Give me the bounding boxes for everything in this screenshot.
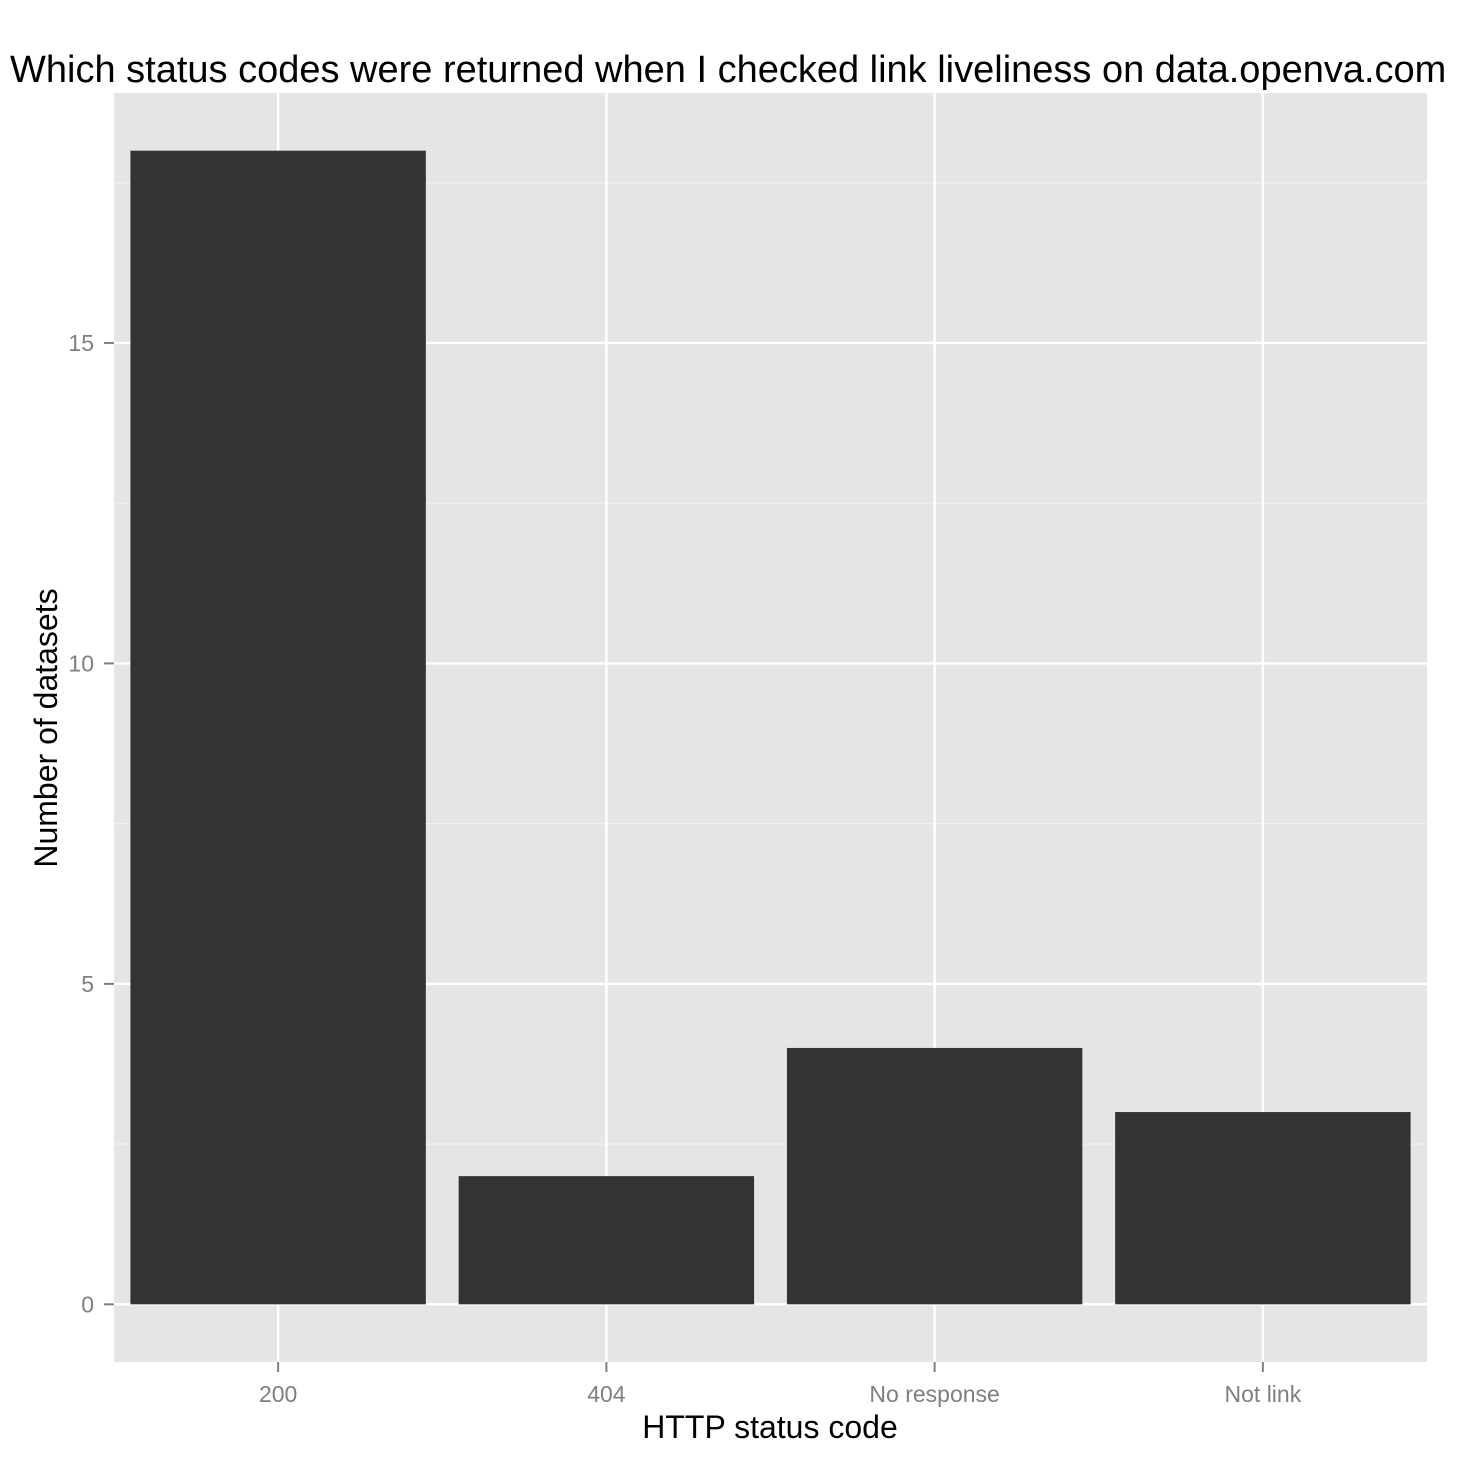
y-axis-title: Number of datasets	[28, 588, 64, 867]
bars	[130, 150, 1411, 1305]
y-tick-label: 15	[68, 330, 94, 356]
x-tick-label: 404	[587, 1381, 626, 1407]
chart-title: Which status codes were returned when I …	[10, 49, 1446, 91]
y-tick-label: 10	[68, 650, 94, 676]
bar-no-response	[786, 1047, 1083, 1305]
x-axis-title: HTTP status code	[642, 1409, 898, 1445]
bar-200	[130, 150, 426, 1305]
y-axis: 0 5 10 15	[68, 330, 114, 1317]
x-tick-label: Not link	[1225, 1381, 1302, 1407]
bar-404	[458, 1176, 755, 1305]
bar-not-link	[1115, 1112, 1411, 1305]
x-tick-label: No response	[869, 1381, 999, 1407]
y-tick-label: 0	[81, 1291, 94, 1317]
x-tick-label: 200	[259, 1381, 297, 1407]
x-axis: 200 404 No response Not link	[259, 1362, 1302, 1407]
y-tick-label: 5	[81, 971, 94, 997]
